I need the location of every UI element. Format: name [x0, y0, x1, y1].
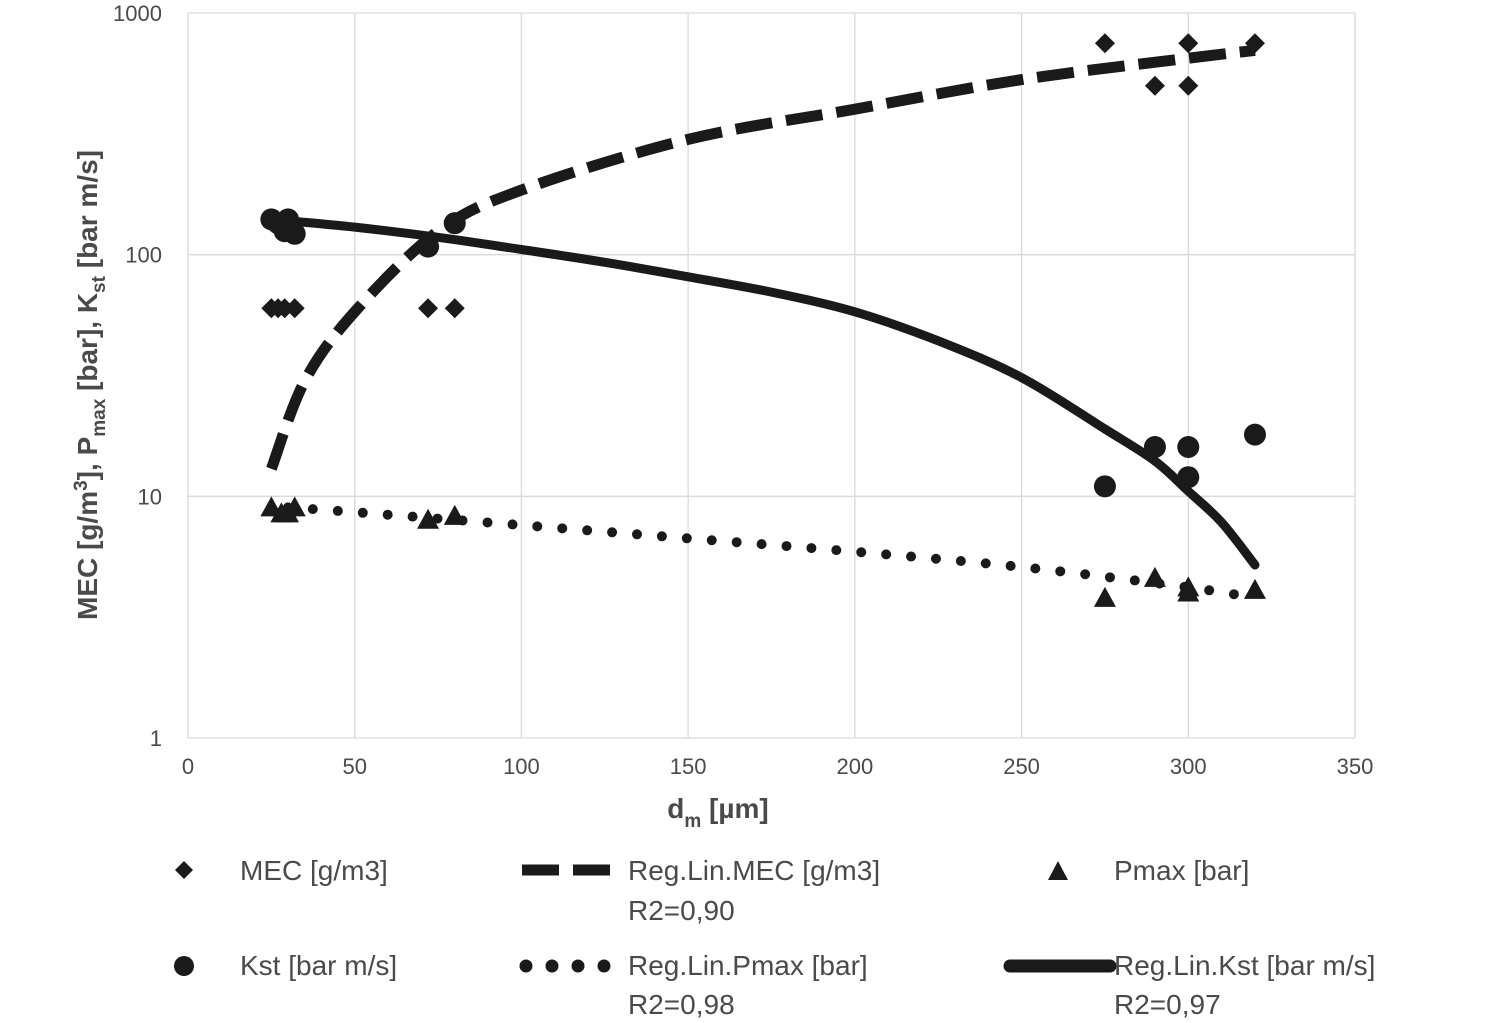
- x-tick-label: 100: [503, 754, 540, 779]
- legend-label-reg-pmax: Reg.Lin.Pmax [bar]: [628, 950, 868, 981]
- x-tick-label: 150: [670, 754, 707, 779]
- point-kst: [443, 212, 466, 235]
- legend-r2-kst: R2=0,97: [1114, 989, 1221, 1020]
- point-kst: [283, 222, 306, 245]
- point-mec: [1144, 75, 1165, 96]
- point-mec: [1178, 75, 1199, 96]
- point-pmax: [443, 504, 466, 525]
- legend-item-pmax: Pmax [bar]: [1048, 855, 1249, 886]
- x-tick-label: 200: [836, 754, 873, 779]
- legend-item-mec: MEC [g/m3]: [175, 855, 388, 886]
- point-pmax: [1243, 578, 1266, 599]
- point-mec: [1094, 33, 1115, 54]
- y-tick-label: 1000: [113, 1, 162, 26]
- y-axis-title: MEC [g/m3], Pmax [bar], Kst [bar m/s]: [71, 150, 110, 620]
- trendline-dashed: [266, 44, 1256, 471]
- point-mec: [418, 298, 439, 319]
- legend-label-reg-mec: Reg.Lin.MEC [g/m3]: [628, 855, 880, 886]
- point-mec: [1244, 33, 1265, 54]
- y-tick-label: 100: [125, 243, 162, 268]
- trendline-solid: [283, 216, 1260, 570]
- point-kst: [417, 235, 440, 258]
- point-pmax: [1093, 586, 1116, 607]
- legend-r2-pmax: R2=0,98: [628, 989, 735, 1020]
- x-tick-label: 250: [1003, 754, 1040, 779]
- legend: MEC [g/m3] Reg.Lin.MEC [g/m3] R2=0,90 Pm…: [174, 855, 1375, 1020]
- y-tick-labels: 1 10 100 1000: [113, 1, 162, 751]
- data-points: [260, 33, 1266, 607]
- point-kst: [1093, 475, 1116, 498]
- legend-item-reg-kst: Reg.Lin.Kst [bar m/s] R2=0,97: [1003, 950, 1375, 1020]
- legend-item-kst: Kst [bar m/s]: [174, 950, 397, 981]
- x-tick-label: 50: [342, 754, 366, 779]
- y-tick-label: 10: [138, 484, 162, 509]
- point-mec: [1178, 33, 1199, 54]
- point-pmax: [1177, 576, 1200, 597]
- legend-marker-diamond: [175, 861, 193, 879]
- legend-label-kst: Kst [bar m/s]: [240, 950, 397, 981]
- point-pmax: [1143, 566, 1166, 587]
- x-axis-title: dm [µm]: [667, 793, 768, 832]
- x-tick-label: 300: [1170, 754, 1207, 779]
- point-mec: [284, 298, 305, 319]
- legend-label-pmax: Pmax [bar]: [1114, 855, 1249, 886]
- point-kst: [1143, 436, 1166, 459]
- regression-lines: [266, 44, 1260, 603]
- legend-label-mec: MEC [g/m3]: [240, 855, 388, 886]
- point-pmax: [283, 496, 306, 517]
- legend-item-reg-mec: Reg.Lin.MEC [g/m3] R2=0,90: [522, 855, 880, 926]
- legend-marker-circle: [174, 956, 194, 976]
- point-pmax: [417, 508, 440, 529]
- y-tick-label: 1: [150, 726, 162, 751]
- legend-item-reg-pmax: Reg.Lin.Pmax [bar] R2=0,98: [519, 950, 868, 1020]
- point-kst: [1177, 436, 1200, 459]
- x-tick-label: 0: [182, 754, 194, 779]
- point-mec: [274, 298, 295, 319]
- x-tick-label: 350: [1337, 754, 1374, 779]
- legend-r2-mec: R2=0,90: [628, 895, 735, 926]
- legend-label-reg-kst: Reg.Lin.Kst [bar m/s]: [1114, 950, 1375, 981]
- legend-marker-triangle: [1048, 861, 1068, 880]
- x-tick-labels: 0 50 100 150 200 250 300 350: [182, 754, 1373, 779]
- point-kst: [1177, 466, 1200, 489]
- point-mec: [444, 298, 465, 319]
- point-kst: [1243, 423, 1266, 446]
